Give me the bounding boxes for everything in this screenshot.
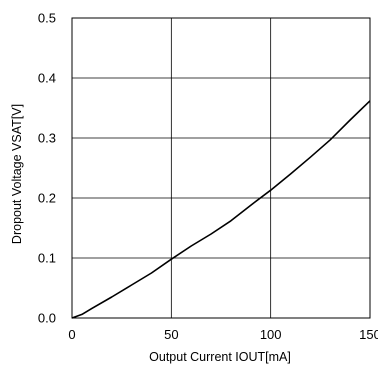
x-axis-label: Output Current IOUT[mA] — [149, 350, 291, 364]
x-tick-label: 100 — [260, 327, 282, 342]
x-tick-label: 50 — [164, 327, 178, 342]
y-tick-label: 0.5 — [38, 11, 56, 26]
y-tick-label: 0.4 — [38, 71, 56, 86]
x-tick-label: 150 — [359, 327, 378, 342]
y-tick-label: 0.3 — [38, 131, 56, 146]
y-tick-label: 0.2 — [38, 191, 56, 206]
plot-frame — [71, 17, 371, 319]
y-tick-labels: 0.0 0.1 0.2 0.3 0.4 0.5 — [38, 11, 56, 326]
x-tick-label: 0 — [68, 327, 75, 342]
series-line — [71, 100, 371, 319]
y-tick-label: 0.0 — [38, 311, 56, 326]
y-axis-label: Dropout Voltage VSAT[V] — [10, 104, 24, 244]
y-tick-label: 0.1 — [38, 251, 56, 266]
series-layer — [71, 100, 371, 319]
x-tick-labels: 0 50 100 150 — [68, 327, 378, 342]
grid — [72, 18, 370, 318]
